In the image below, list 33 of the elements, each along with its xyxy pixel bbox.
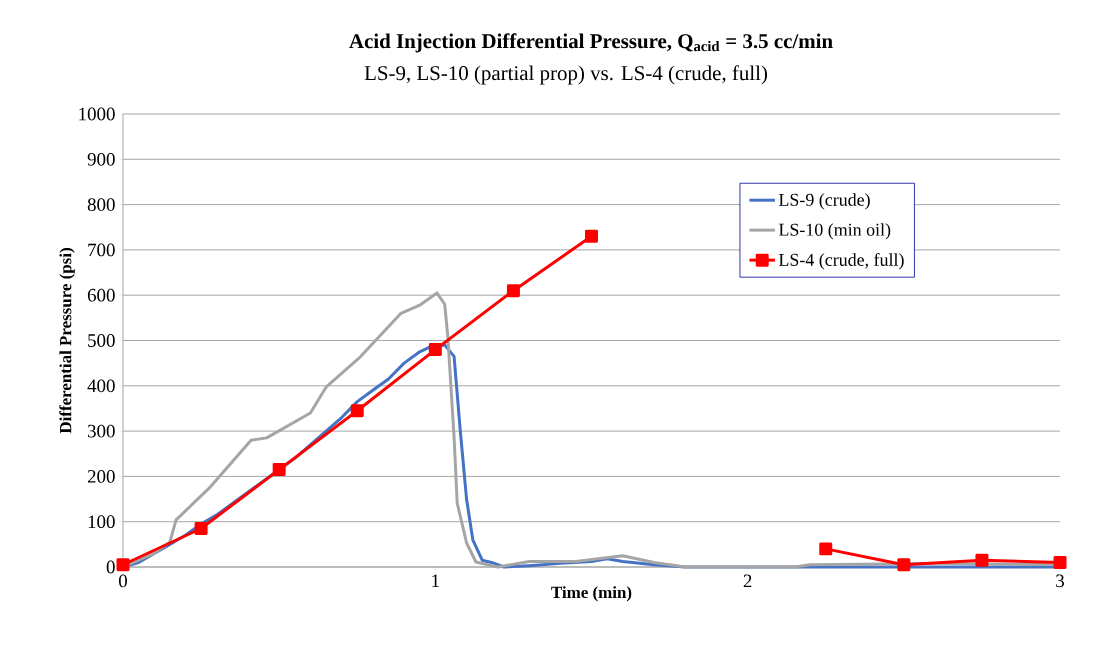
y-tick-label: 100 — [88, 515, 115, 529]
point — [116, 558, 130, 572]
y-tick-label: 0 — [106, 560, 115, 574]
y-tick-label: 200 — [87, 470, 115, 483]
point — [897, 558, 911, 572]
point — [506, 284, 520, 298]
y-tick-label: 400 — [87, 379, 115, 393]
point — [1053, 555, 1067, 569]
point — [975, 553, 989, 567]
legend-label: LS-10 (min oil) — [778, 223, 891, 240]
y-tick-label: 800 — [87, 198, 115, 211]
y-tick-label: 1000 — [79, 107, 115, 121]
x-tick-label: 1 — [432, 574, 439, 588]
x-axis-title: Time (min) — [551, 586, 632, 602]
y-axis-title: Differential Pressure (psi) — [59, 248, 75, 434]
legend-label: LS-4 (crude, full) — [778, 253, 904, 270]
point — [194, 521, 208, 535]
x-tick-label: 3 — [1056, 574, 1064, 588]
chart-title: Acid Injection Differential Pressure, Q$_{acid}$ = 3.5 cc/min — [349, 33, 833, 53]
y-tick-label: 500 — [88, 334, 115, 347]
point — [819, 542, 833, 556]
chart-subtitle: LS-9, LS-10 (partial prop) vs. LS-4 (crude, full) — [364, 65, 768, 85]
y-tick-label: 700 — [88, 243, 115, 257]
legend-label: LS-9 (crude) — [778, 193, 870, 210]
x-tick-label: 0 — [118, 574, 127, 588]
point — [428, 343, 442, 357]
point — [272, 463, 286, 477]
y-tick-label: 900 — [87, 152, 115, 166]
y-tick-label: 300 — [87, 424, 115, 438]
y-tick-label: 600 — [87, 288, 115, 302]
point — [585, 229, 598, 243]
point — [350, 404, 364, 418]
x-tick-label: 2 — [743, 574, 752, 588]
